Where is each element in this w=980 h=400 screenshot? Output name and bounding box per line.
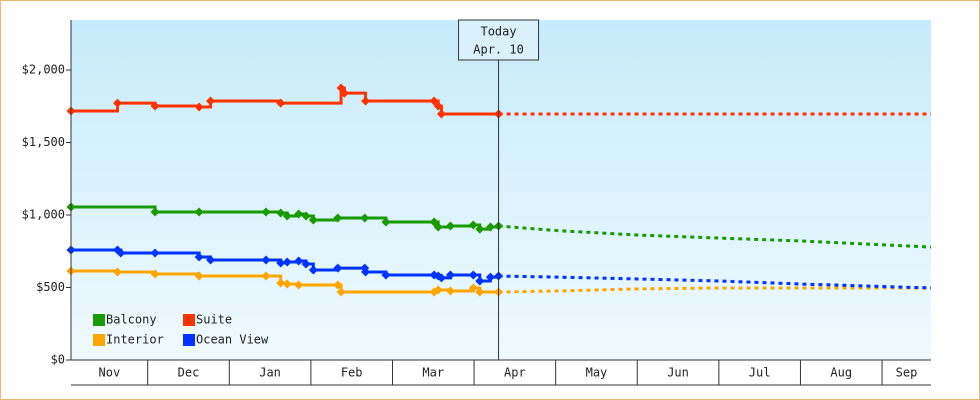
y-tick-label: $1,500 [22, 135, 65, 149]
today-label: Apr. 10 [473, 43, 524, 57]
x-tick-label: Dec [178, 366, 200, 380]
legend-label: Suite [196, 313, 232, 327]
price-marker [206, 255, 216, 265]
price-marker [336, 287, 346, 297]
price-marker [381, 217, 391, 227]
legend-swatch [183, 314, 195, 326]
price-marker [261, 255, 271, 265]
x-tick-label: Jul [749, 366, 771, 380]
price-marker [468, 270, 478, 280]
x-tick-label: Aug [830, 366, 852, 380]
price-marker [445, 286, 455, 296]
price-marker [282, 211, 292, 221]
forecast-line [498, 286, 931, 294]
price-marker [276, 278, 286, 288]
price-marker [429, 96, 439, 106]
price-marker [436, 109, 446, 119]
price-marker [436, 273, 446, 283]
price-marker [433, 101, 443, 111]
price-marker [301, 211, 311, 221]
price-marker [475, 287, 485, 297]
price-marker [475, 276, 485, 286]
price-marker [333, 213, 343, 223]
price-marker [150, 207, 160, 217]
price-marker [333, 263, 343, 273]
price-marker [485, 272, 495, 282]
today-box [458, 19, 540, 61]
legend-swatch [93, 314, 105, 326]
legend-label: Interior [106, 333, 164, 347]
price-marker [381, 270, 391, 280]
y-tick-label: $1,000 [22, 208, 65, 222]
today-title: Today [480, 25, 516, 39]
price-marker [294, 256, 304, 266]
price-marker [475, 224, 485, 234]
forecast-line [498, 274, 932, 290]
x-tick-label: Mar [422, 366, 444, 380]
price-marker [116, 248, 126, 258]
price-marker [194, 252, 204, 262]
price-marker [150, 101, 160, 111]
price-marker [433, 285, 443, 295]
x-tick-label: May [586, 366, 608, 380]
plot-area [71, 20, 931, 360]
price-marker [194, 102, 204, 112]
legend-swatch [93, 334, 105, 346]
price-marker [361, 96, 371, 106]
x-tick-label: Nov [99, 366, 121, 380]
price-marker [308, 265, 318, 275]
price-marker [150, 248, 160, 258]
x-tick-label: Sep [896, 366, 918, 380]
price-marker [276, 258, 286, 268]
y-tick-label: $0 [51, 353, 65, 367]
price-marker [445, 221, 455, 231]
price-marker [485, 222, 495, 232]
price-marker [333, 280, 343, 290]
price-marker [206, 96, 216, 106]
price-marker [445, 270, 455, 280]
price-marker [276, 98, 286, 108]
x-tick-label: Apr [504, 366, 526, 380]
price-marker [113, 267, 123, 277]
x-tick-label: Feb [341, 366, 363, 380]
price-marker [261, 271, 271, 281]
price-marker [468, 283, 478, 293]
y-tick-label: $2,000 [22, 63, 65, 77]
x-tick-label: Jun [667, 366, 689, 380]
price-marker [194, 271, 204, 281]
price-marker [360, 213, 370, 223]
price-marker [276, 208, 286, 218]
legend-label: Ocean View [196, 333, 269, 347]
price-marker [433, 222, 443, 232]
price-marker [294, 209, 304, 219]
x-tick-label: Jan [259, 366, 281, 380]
price-marker [301, 259, 311, 269]
price-marker [308, 215, 318, 225]
price-marker [468, 220, 478, 230]
price-marker [339, 88, 349, 98]
price-marker [361, 267, 371, 277]
price-marker [261, 207, 271, 217]
price-marker [429, 217, 439, 227]
price-marker [150, 269, 160, 279]
forecast-line [498, 224, 932, 249]
price-marker [194, 207, 204, 217]
legend-label: Balcony [106, 313, 157, 327]
price-marker [294, 280, 304, 290]
legend-swatch [183, 334, 195, 346]
price-marker [282, 257, 292, 267]
y-tick-label: $500 [36, 280, 65, 294]
price-marker [282, 279, 292, 289]
price-marker [113, 98, 123, 108]
